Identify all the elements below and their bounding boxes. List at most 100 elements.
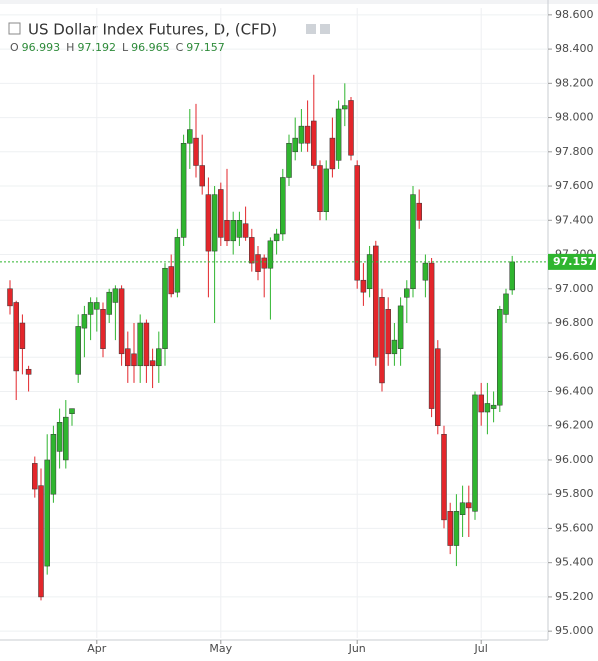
y-tick-label: 96.400 (555, 384, 594, 397)
plot (7, 74, 515, 601)
ohlc-value: 96.965 (131, 41, 170, 54)
candle-body (292, 137, 298, 153)
candle-body (317, 165, 323, 212)
candle-body (342, 105, 348, 110)
candle-body (472, 394, 478, 512)
candle-body (25, 368, 32, 375)
candle-body (205, 194, 212, 252)
candle-body (149, 360, 156, 367)
candle-body (94, 302, 100, 310)
candle-body (509, 261, 515, 291)
candle-body (441, 434, 447, 521)
candle-body (87, 302, 94, 315)
candle-body (286, 142, 292, 178)
candle-body (466, 502, 472, 509)
candle-body (385, 309, 391, 355)
candle-body (118, 288, 125, 355)
chart-title: US Dollar Index Futures, D, (CFD) (28, 21, 277, 39)
candle-body (32, 463, 38, 490)
candle-body (168, 266, 174, 295)
candle-body (44, 459, 50, 567)
ohlc-header: O 96.993 H 97.192 L 96.965 C 97.157 (10, 41, 225, 54)
candle-body (484, 403, 491, 413)
candle-body (249, 237, 255, 264)
candle-body (56, 422, 63, 452)
ohlc-value: 96.993 (22, 41, 61, 54)
candle-body (397, 305, 404, 349)
candle-body (329, 137, 336, 170)
candle-body (255, 254, 261, 272)
candle-body (211, 194, 218, 252)
candle-body (490, 404, 497, 409)
x-tick-label: Jun (348, 642, 366, 655)
candle-body (187, 129, 193, 144)
candle-body (100, 309, 106, 349)
last-price-label: 97.157 (553, 255, 595, 268)
candle-body (224, 220, 230, 242)
candle-body (503, 293, 509, 315)
candle-body (428, 262, 435, 409)
candle-body (242, 223, 249, 238)
candle-body (50, 434, 57, 495)
candle-body (7, 288, 13, 307)
candle-body (81, 314, 88, 329)
candle-body (404, 288, 410, 298)
candle-body (348, 100, 354, 156)
candle-body (453, 511, 460, 546)
y-tick-label: 95.200 (555, 590, 594, 603)
candle-body (63, 416, 69, 461)
last-price-box (548, 253, 596, 270)
candle-body (273, 233, 280, 242)
y-tick-label: 95.000 (555, 624, 594, 637)
x-tick-label: Jul (474, 642, 488, 655)
ohlc-label: O (10, 41, 19, 54)
y-tick-label: 98.400 (555, 42, 594, 55)
y-tick-label: 96.800 (555, 316, 594, 329)
candle-body (366, 254, 373, 290)
candle-body (218, 189, 224, 238)
y-tick-label: 98.000 (555, 111, 594, 124)
candle-body (174, 237, 181, 293)
y-tick-label: 97.000 (555, 282, 594, 295)
candle-body (360, 279, 367, 293)
candle-body (416, 202, 422, 221)
candle-body (75, 326, 81, 375)
candle-body (323, 168, 329, 212)
candle-body (497, 309, 503, 406)
settings-icon[interactable] (320, 24, 330, 34)
candle-body (435, 348, 441, 426)
candle-body (131, 353, 137, 367)
y-tick-label: 97.400 (555, 213, 594, 226)
collapse-icon[interactable] (8, 22, 21, 35)
candle-body (162, 267, 168, 349)
y-tick-label: 98.600 (555, 8, 594, 21)
y-tick-label: 95.600 (555, 521, 594, 534)
candle-body (13, 302, 19, 372)
candle-body (311, 120, 317, 166)
y-tick-label: 97.600 (555, 179, 594, 192)
candle-body (379, 297, 385, 384)
candle-body (106, 291, 112, 315)
candle-body (261, 257, 267, 269)
y-tick-label: 95.800 (555, 487, 594, 500)
y-tick-label: 96.600 (555, 350, 594, 363)
x-tick-label: May (209, 642, 232, 655)
candle-body (236, 220, 243, 238)
candle-body (478, 394, 484, 413)
ohlc-value: 97.192 (77, 41, 116, 54)
candle-body (19, 322, 26, 349)
ohlc-label: H (66, 41, 74, 54)
candle-body (280, 177, 286, 235)
y-tick-label: 98.200 (555, 76, 594, 89)
candle-body (422, 262, 429, 281)
candle-body (38, 485, 44, 598)
ohlc-label: C (176, 41, 184, 54)
ohlc-label: L (122, 41, 129, 54)
candle-body (156, 348, 162, 367)
candle-body (335, 108, 342, 161)
candle-body (137, 322, 143, 367)
candle-body (193, 137, 199, 166)
settings-icon[interactable] (306, 24, 316, 34)
candle-body (410, 194, 416, 290)
